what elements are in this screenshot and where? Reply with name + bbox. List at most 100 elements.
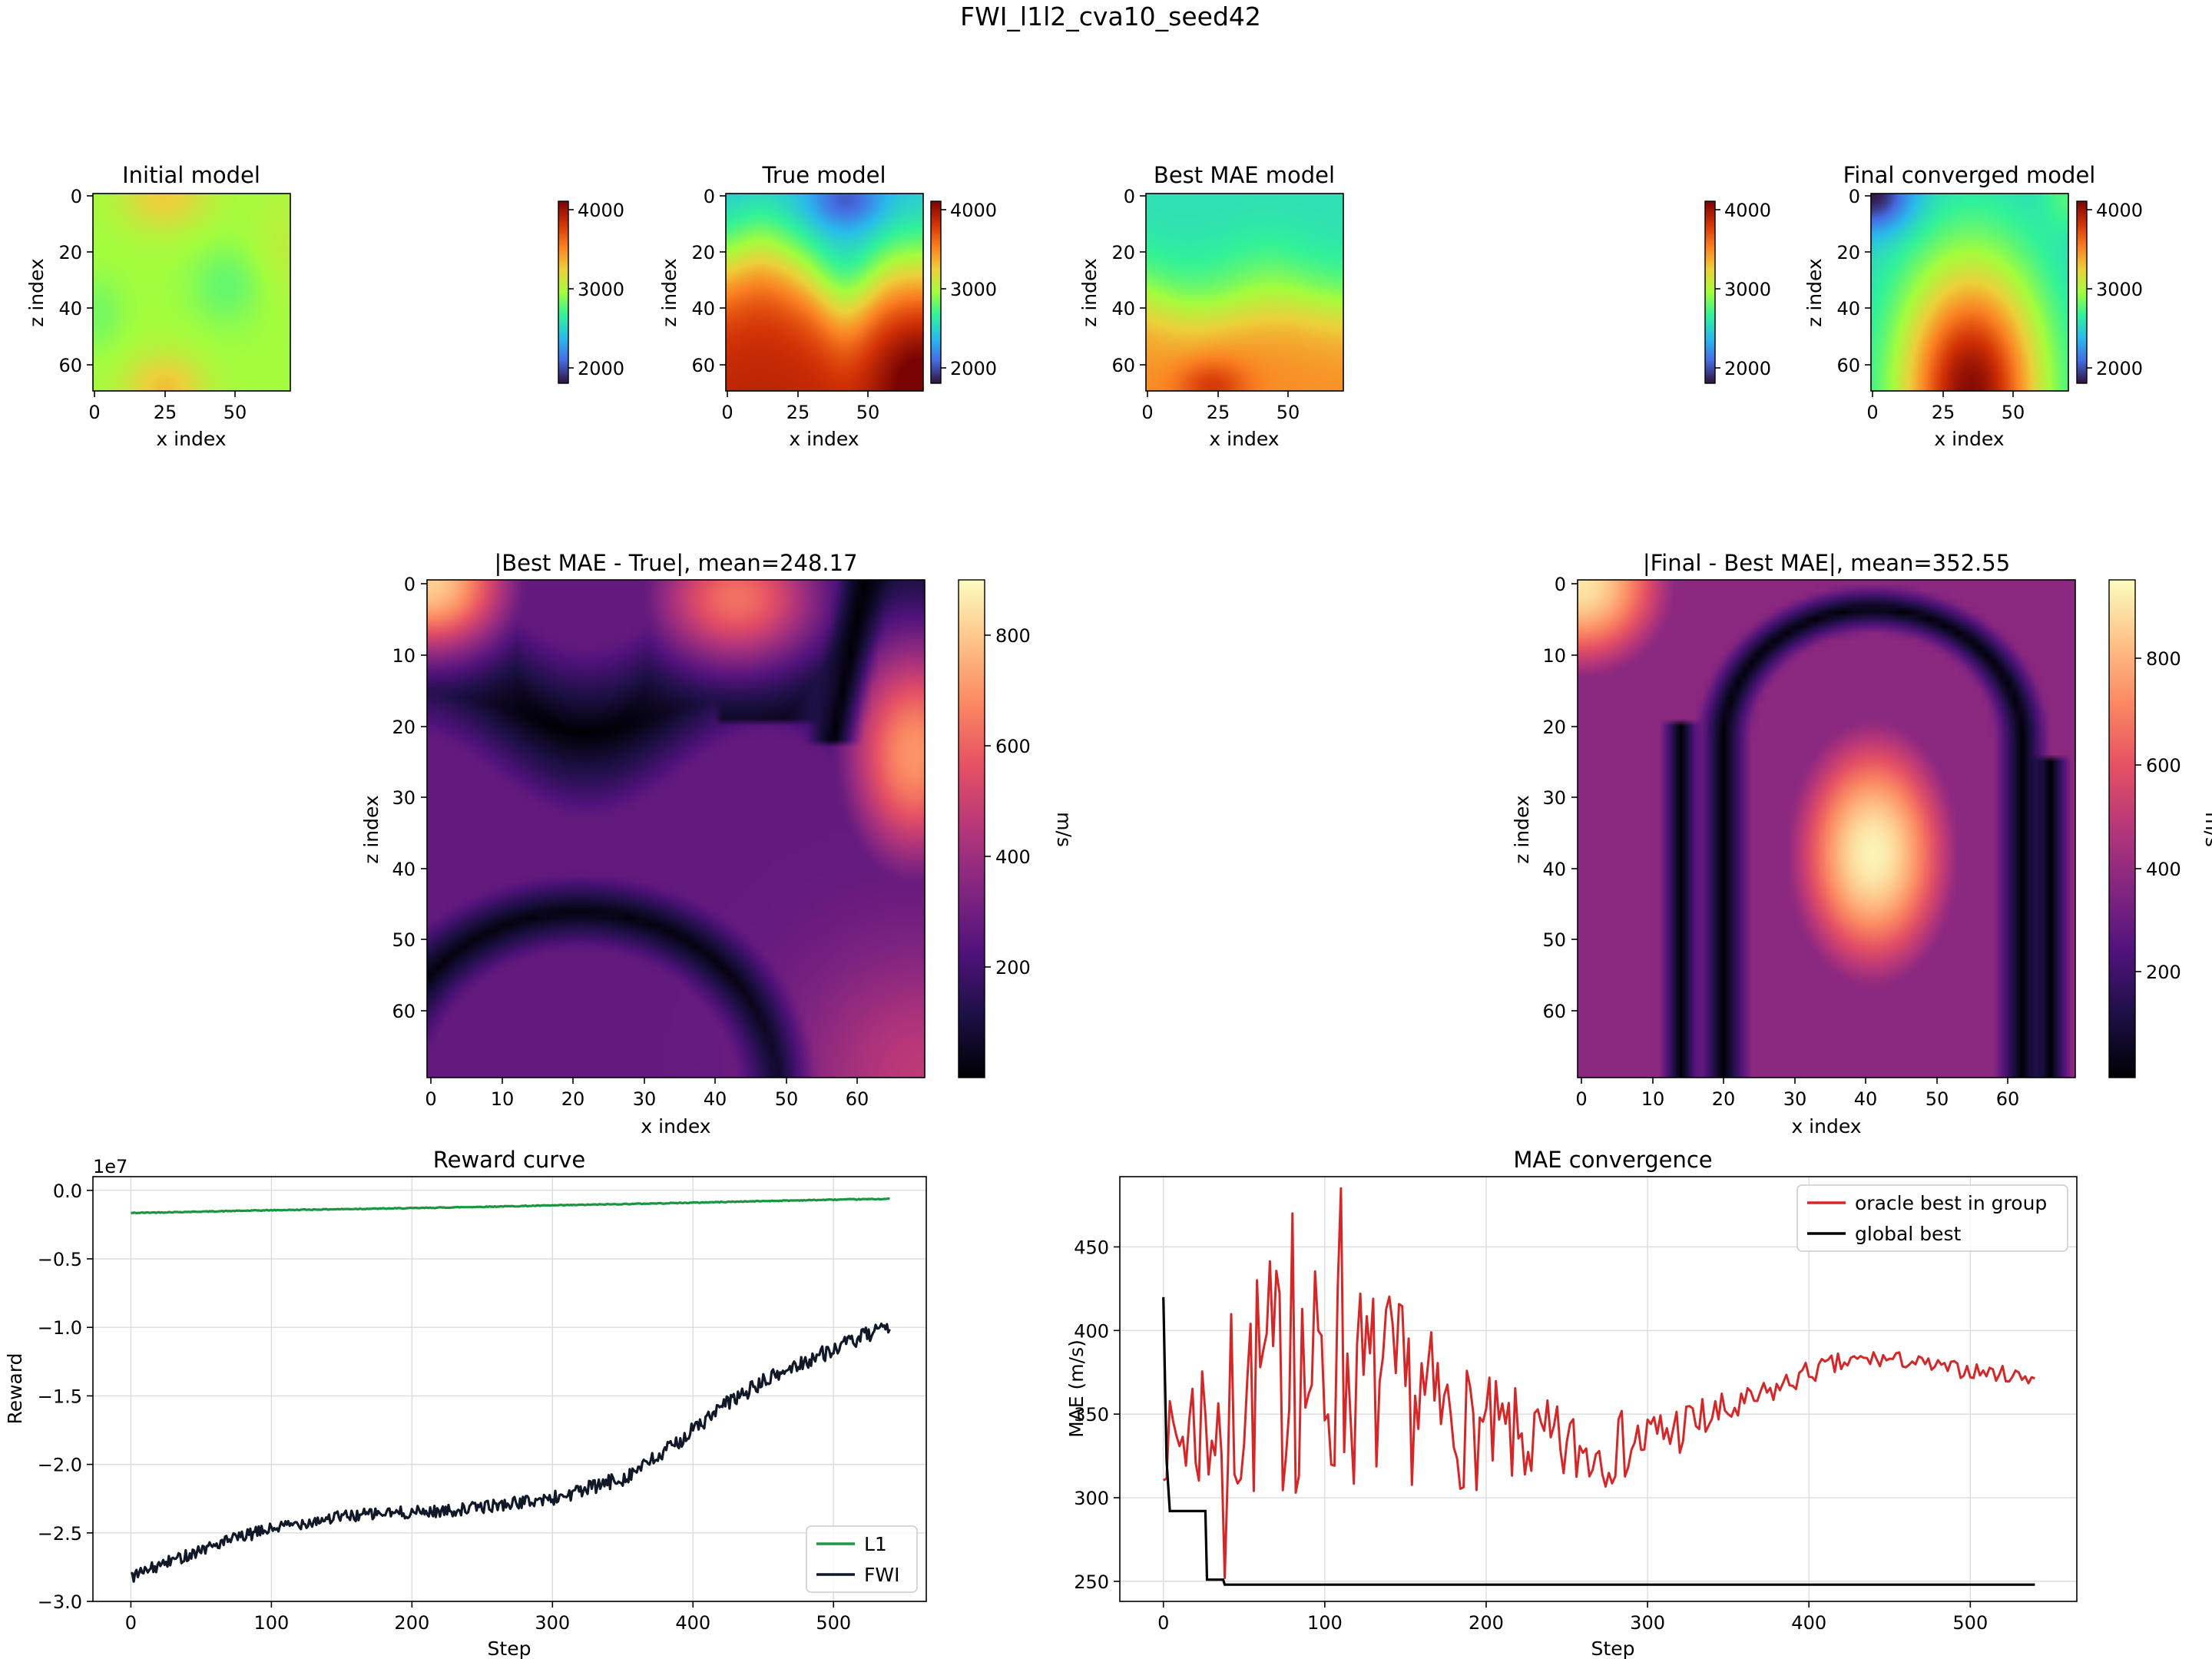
y-ticks: 0 10 20 30 40 50 60 (1542, 574, 1578, 1022)
colorbar-tick-label: 200 (995, 957, 1031, 979)
y-axis-label: Reward (4, 1353, 26, 1424)
x-tick-label: 50 (775, 1088, 799, 1110)
x-tick-label: 50 (1926, 1088, 1949, 1110)
y-tick-label: 0 (1555, 574, 1566, 595)
x-tick-label: 0 (88, 402, 100, 423)
y-tick-label: 40 (392, 859, 416, 880)
y-tick-label: 60 (58, 355, 82, 376)
x-tick-label: 50 (1277, 402, 1300, 423)
colorbar-label: m/s (1053, 812, 1075, 847)
panel-best-mae-model: Best MAE model 0 20 40 60 0 25 50 x inde… (1078, 162, 1771, 450)
x-tick-label: 0 (1157, 1612, 1169, 1634)
y-tick-label: 50 (1542, 929, 1566, 951)
x-tick-label: 60 (1996, 1088, 2020, 1110)
panel-mae-convergence: MAE convergence 0 100 200 300 400 500 250 300 3… (1065, 1147, 2078, 1659)
x-tick-label: 40 (704, 1088, 727, 1110)
y-tick-label: 10 (392, 645, 416, 667)
x-tick-label: 300 (535, 1612, 570, 1634)
y-axis-label: z index (25, 258, 48, 326)
y-ticks: 0.0 −0.5 −1.0 −1.5 −2.0 −2.5 −3.0 (38, 1181, 93, 1613)
axes-frame (1870, 193, 2069, 392)
panel-true-model: True model 0 20 40 60 0 25 50 x index z … (658, 162, 997, 450)
y-tick-label: −1.0 (38, 1317, 82, 1339)
panel-final-minus-best: |Final - Best MAE|, mean=352.55 0 10 20 … (1511, 550, 2212, 1137)
colorbar-ticks: 200 400 600 800 (2135, 648, 2181, 983)
legend-box (1796, 1184, 2068, 1252)
x-ticks: 0 10 20 30 40 50 60 (1575, 1078, 2019, 1110)
x-ticks: 0 100 200 300 400 500 (125, 1601, 851, 1634)
heatmap-image (93, 194, 290, 391)
x-tick-label: 20 (561, 1088, 585, 1110)
y-tick-label: 20 (58, 242, 82, 263)
colorbar-tick-label: 2000 (2096, 358, 2143, 379)
y-tick-label: 20 (1111, 242, 1135, 263)
y-tick-label: 40 (1836, 298, 1860, 320)
colorbar-tick-label: 4000 (950, 200, 997, 221)
y-tick-label: 0 (404, 574, 416, 595)
x-tick-label: 0 (125, 1612, 137, 1634)
y-tick-label: 20 (392, 717, 416, 738)
x-tick-label: 200 (1469, 1612, 1504, 1634)
y-tick-label: 40 (1111, 298, 1135, 320)
heatmap-image (1578, 580, 2075, 1078)
colorbar-tick-label: 4000 (1724, 200, 1771, 221)
heatmap-image (1871, 194, 2068, 391)
x-tick-label: 10 (491, 1088, 515, 1110)
gridlines (93, 1177, 926, 1602)
x-ticks: 0 25 50 (88, 391, 247, 423)
x-tick-label: 50 (856, 402, 880, 423)
y-tick-label: 350 (1074, 1404, 1109, 1426)
colorbar-tick-label: 600 (995, 736, 1031, 757)
colorbar (930, 200, 942, 384)
x-axis-label: x index (1934, 428, 2004, 450)
axes-frame (92, 193, 291, 392)
y-tick-label: 60 (1542, 1001, 1566, 1022)
y-tick-label: 40 (1542, 859, 1566, 880)
x-tick-label: 300 (1630, 1612, 1665, 1634)
x-ticks: 0 25 50 (1141, 391, 1300, 423)
x-tick-label: 10 (1641, 1088, 1665, 1110)
x-tick-label: 25 (154, 402, 177, 423)
colorbar-tick-label: 800 (2146, 648, 2181, 670)
colorbar-ticks: 4000 3000 2000 (941, 200, 997, 379)
series-lines (1162, 1187, 2035, 1586)
colorbar (558, 200, 569, 384)
y-tick-label: −2.5 (38, 1523, 82, 1545)
colorbar (2108, 579, 2136, 1078)
x-axis-label: x index (789, 428, 859, 450)
panel-final-converged-model: Final converged model 0 20 40 60 0 25 50… (1803, 162, 2143, 450)
y-axis-label: z index (658, 258, 680, 326)
colorbar-tick-label: 2000 (578, 358, 624, 379)
y-axis-label: z index (1511, 795, 1533, 863)
heatmap-image (1146, 194, 1343, 391)
x-tick-label: 30 (633, 1088, 657, 1110)
y-tick-label: 60 (392, 1001, 416, 1022)
axes-frame (1119, 1176, 2078, 1602)
colorbar-tick-label: 2000 (1724, 358, 1771, 379)
x-tick-label: 500 (816, 1612, 851, 1634)
x-tick-label: 400 (675, 1612, 710, 1634)
colorbar (958, 579, 985, 1078)
axes-frame (92, 1176, 927, 1602)
colorbar-tick-label: 4000 (578, 200, 624, 221)
x-ticks: 0 10 20 30 40 50 60 (425, 1078, 869, 1110)
panel-title: |Best MAE - True|, mean=248.17 (494, 550, 857, 576)
x-axis-label: Step (488, 1637, 531, 1659)
legend-label-global: global best (1855, 1223, 1961, 1245)
x-axis-label: x index (641, 1115, 710, 1137)
x-tick-label: 0 (1141, 402, 1153, 423)
y-tick-label: 40 (691, 298, 715, 320)
y-tick-label: −1.5 (38, 1386, 82, 1407)
y-tick-label: 20 (691, 242, 715, 263)
y-tick-label: −3.0 (38, 1591, 82, 1613)
x-tick-label: 50 (224, 402, 247, 423)
panel-title: Best MAE model (1154, 162, 1335, 188)
colorbar-ticks: 4000 3000 2000 (568, 200, 624, 379)
colorbar-tick-label: 800 (995, 625, 1031, 647)
heatmap-image (427, 580, 925, 1078)
y-ticks: 0 20 40 60 (1111, 186, 1146, 376)
x-tick-label: 60 (846, 1088, 869, 1110)
axes-frame (725, 193, 924, 392)
panel-title: True model (761, 162, 886, 188)
series-line-global (1162, 1296, 2035, 1586)
